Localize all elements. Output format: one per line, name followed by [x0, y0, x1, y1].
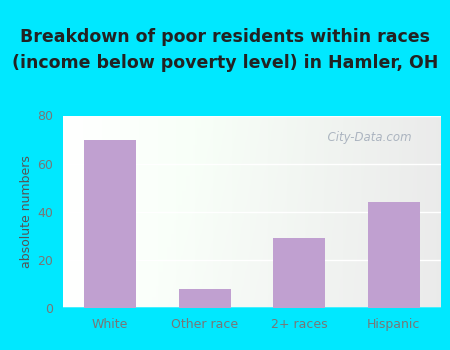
Bar: [368, 202, 420, 308]
Bar: [273, 238, 325, 308]
Bar: [84, 140, 136, 308]
Text: City-Data.com: City-Data.com: [320, 131, 412, 144]
Y-axis label: absolute numbers: absolute numbers: [20, 155, 33, 268]
Text: (income below poverty level) in Hamler, OH: (income below poverty level) in Hamler, …: [12, 54, 438, 72]
Bar: [179, 289, 231, 308]
Text: Breakdown of poor residents within races: Breakdown of poor residents within races: [20, 28, 430, 46]
